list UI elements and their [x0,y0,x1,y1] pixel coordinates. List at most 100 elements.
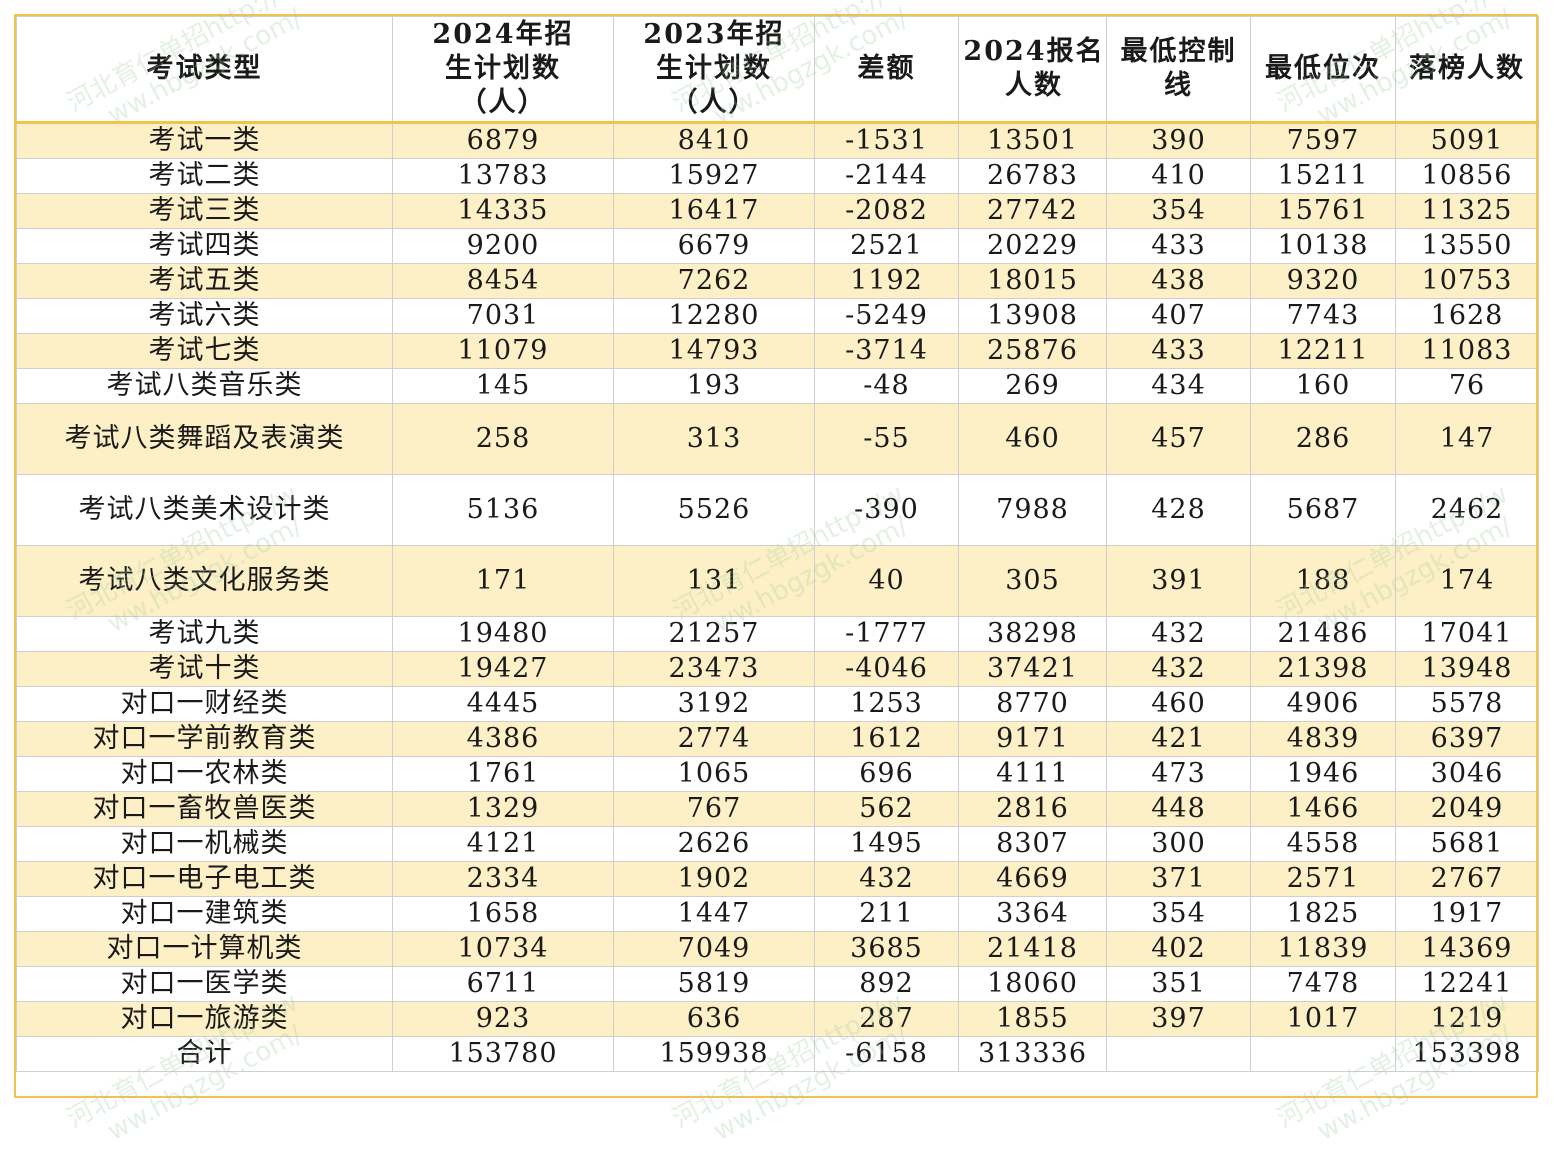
cell-difference: -6158 [814,1036,959,1072]
cell-plan-2023: 1065 [613,756,815,792]
column-header-type: 考试类型 [16,16,393,124]
data-table: 考试类型 2024年招生计划数（人） 2023年招生计划数（人） 差额 2024报名人数… [16,16,1539,1072]
cell-min-score: 402 [1106,931,1251,967]
cell-min-score: 433 [1106,333,1251,369]
cell-type: 考试四类 [16,228,393,264]
column-header-min-rank: 最低位次 [1250,16,1396,124]
table-row: 对口一旅游类 923 636 287 1855 397 1017 1219 [16,1001,1539,1037]
cell-difference: -390 [814,474,959,546]
cell-difference: 432 [814,861,959,897]
total-row: 合计 153780 159938 -6158 313336 153398 [16,1036,1539,1072]
cell-min-rank: 21486 [1250,616,1396,652]
cell-applicants-2024: 7988 [958,474,1107,546]
table-row: 考试八类美术设计类 5136 5526 -390 7988 428 5687 2462 [16,474,1539,546]
column-header-unadmitted: 落榜人数 [1395,16,1539,124]
cell-unadmitted: 5681 [1395,826,1539,862]
cell-min-rank: 160 [1250,368,1396,404]
cell-plan-2023: 767 [613,791,815,827]
cell-applicants-2024: 25876 [958,333,1107,369]
cell-unadmitted: 147 [1395,403,1539,475]
cell-min-score: 421 [1106,721,1251,757]
cell-difference: 211 [814,896,959,932]
column-header-text: 最低控制线 [1120,36,1237,101]
cell-type: 对口一财经类 [16,686,393,722]
cell-type: 考试七类 [16,333,393,369]
cell-applicants-2024: 21418 [958,931,1107,967]
column-header-text: 2024年招生计划数（人） [432,19,574,118]
cell-applicants-2024: 4111 [958,756,1107,792]
cell-unadmitted: 10856 [1395,158,1539,194]
cell-difference: -1777 [814,616,959,652]
cell-plan-2023: 21257 [613,616,815,652]
cell-min-rank: 1946 [1250,756,1396,792]
cell-plan-2023: 2774 [613,721,815,757]
cell-applicants-2024: 38298 [958,616,1107,652]
cell-unadmitted: 13550 [1395,228,1539,264]
cell-plan-2024: 4121 [392,826,614,862]
table-row: 对口一学前教育类 4386 2774 1612 9171 421 4839 6397 [16,721,1539,757]
cell-applicants-2024: 26783 [958,158,1107,194]
cell-min-rank: 4839 [1250,721,1396,757]
cell-applicants-2024: 269 [958,368,1107,404]
cell-unadmitted: 5578 [1395,686,1539,722]
cell-min-rank: 11839 [1250,931,1396,967]
cell-plan-2024: 14335 [392,193,614,229]
cell-min-rank: 15761 [1250,193,1396,229]
cell-type: 对口一电子电工类 [16,861,393,897]
table-row: 考试八类音乐类 145 193 -48 269 434 160 76 [16,368,1539,404]
cell-applicants-2024: 305 [958,545,1107,617]
table-row: 对口一医学类 6711 5819 892 18060 351 7478 12241 [16,966,1539,1002]
column-header-text: 2024报名人数 [963,36,1105,101]
cell-min-score: 428 [1106,474,1251,546]
cell-plan-2023: 5819 [613,966,815,1002]
cell-type: 考试九类 [16,616,393,652]
table-row: 考试三类 14335 16417 -2082 27742 354 15761 11325 [16,193,1539,229]
cell-min-score: 354 [1106,193,1251,229]
column-header-text: 2023年招生计划数（人） [643,19,785,118]
cell-plan-2024: 6711 [392,966,614,1002]
cell-type: 对口一畜牧兽医类 [16,791,393,827]
cell-unadmitted: 174 [1395,545,1539,617]
cell-type: 考试八类舞蹈及表演类 [16,403,393,475]
column-header-plan-2024: 2024年招生计划数（人） [392,16,614,124]
cell-applicants-2024: 4669 [958,861,1107,897]
cell-min-score: 438 [1106,263,1251,299]
cell-plan-2023: 1902 [613,861,815,897]
table-row: 考试八类舞蹈及表演类 258 313 -55 460 457 286 147 [16,403,1539,475]
cell-unadmitted: 14369 [1395,931,1539,967]
cell-plan-2023: 12280 [613,298,815,334]
cell-unadmitted: 2049 [1395,791,1539,827]
cell-type: 考试五类 [16,263,393,299]
table-row: 对口一财经类 4445 3192 1253 8770 460 4906 5578 [16,686,1539,722]
cell-applicants-2024: 8770 [958,686,1107,722]
cell-plan-2024: 2334 [392,861,614,897]
table-row: 对口一农林类 1761 1065 696 4111 473 1946 3046 [16,756,1539,792]
cell-difference: -2082 [814,193,959,229]
cell-type: 考试八类音乐类 [16,368,393,404]
cell-unadmitted: 12241 [1395,966,1539,1002]
cell-plan-2024: 258 [392,403,614,475]
cell-unadmitted: 11083 [1395,333,1539,369]
cell-min-rank: 10138 [1250,228,1396,264]
cell-difference: 1253 [814,686,959,722]
cell-min-score: 434 [1106,368,1251,404]
cell-plan-2023: 7262 [613,263,815,299]
cell-plan-2023: 159938 [613,1036,815,1072]
cell-plan-2024: 1329 [392,791,614,827]
cell-type: 考试六类 [16,298,393,334]
cell-type: 对口一建筑类 [16,896,393,932]
table-row: 对口一电子电工类 2334 1902 432 4669 371 2571 2767 [16,861,1539,897]
cell-min-score: 351 [1106,966,1251,1002]
column-header-plan-2023: 2023年招生计划数（人） [613,16,815,124]
cell-min-rank: 9320 [1250,263,1396,299]
cell-min-score: 390 [1106,122,1251,159]
cell-min-score: 432 [1106,651,1251,687]
cell-plan-2024: 11079 [392,333,614,369]
cell-min-score: 432 [1106,616,1251,652]
cell-plan-2023: 636 [613,1001,815,1037]
cell-min-rank [1250,1036,1396,1072]
cell-difference: 562 [814,791,959,827]
cell-applicants-2024: 27742 [958,193,1107,229]
cell-difference: -2144 [814,158,959,194]
cell-difference: 1612 [814,721,959,757]
